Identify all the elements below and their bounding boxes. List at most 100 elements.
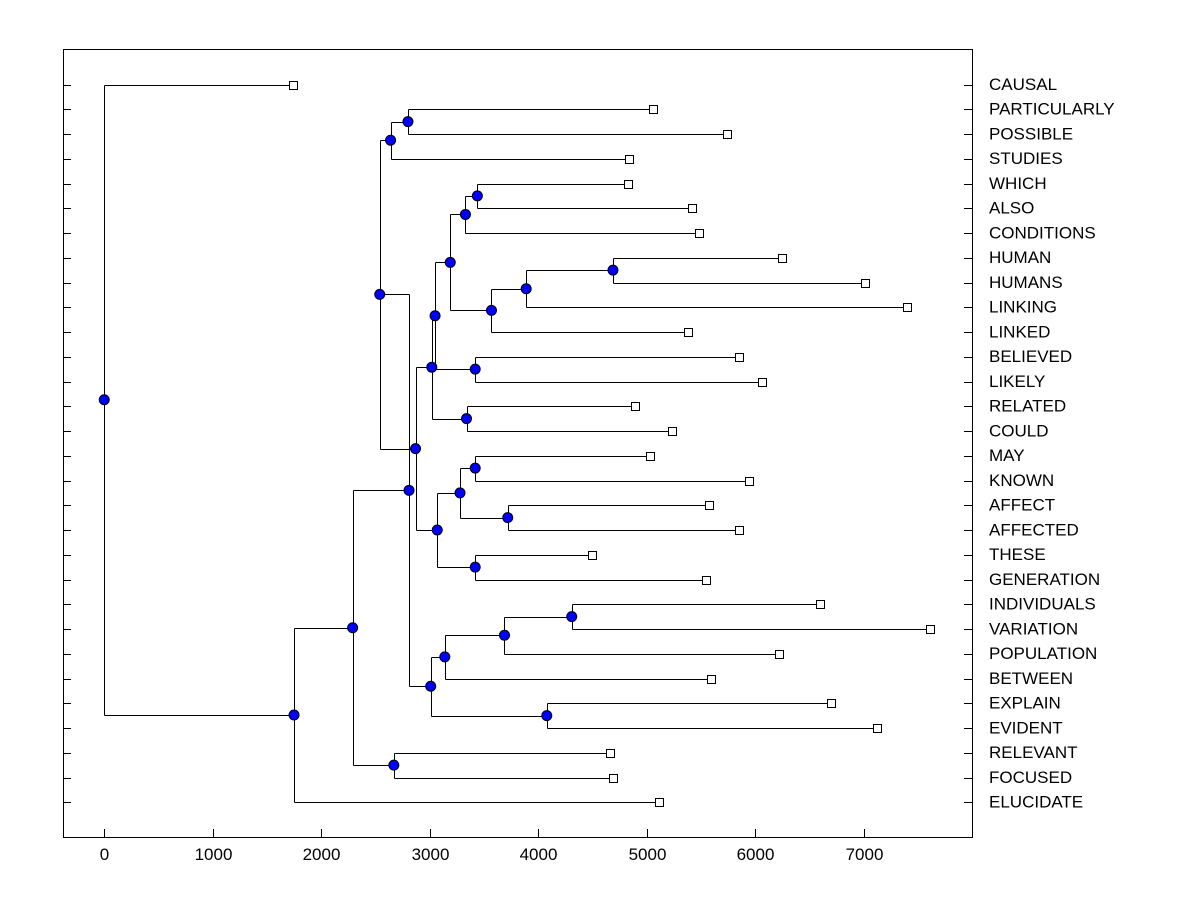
link-group xyxy=(104,85,931,803)
x-tick-label: 6000 xyxy=(737,845,775,864)
x-tick-label: 2000 xyxy=(303,845,341,864)
merge-node-N11 xyxy=(461,413,473,425)
merge-node-N18 xyxy=(410,443,422,455)
merge-node-N24 xyxy=(425,680,437,692)
tick-group xyxy=(63,85,972,837)
leaf-marker-L13 xyxy=(631,402,640,411)
leaf-marker-L17 xyxy=(705,501,714,510)
leaf-label: BELIEVED xyxy=(989,347,1072,366)
merge-node-N25 xyxy=(403,484,415,496)
merge-node-N9 xyxy=(469,363,481,375)
leaf-label: RELEVANT xyxy=(989,743,1078,762)
merge-node-N13 xyxy=(469,462,481,474)
leaf-marker-L20 xyxy=(702,576,711,585)
leaf-marker-L15 xyxy=(646,452,655,461)
leaf-label: EXPLAIN xyxy=(989,694,1061,713)
merge-node-N29 xyxy=(98,394,110,406)
leaf-label: WHICH xyxy=(989,174,1047,193)
leaf-marker-L14 xyxy=(668,427,677,436)
leaf-marker-L23 xyxy=(775,650,784,659)
x-tick-label: 0 xyxy=(100,845,109,864)
leaf-marker-L27 xyxy=(606,749,615,758)
leaf-marker-L4 xyxy=(624,180,633,189)
leaf-label: ELUCIDATE xyxy=(989,793,1083,812)
merge-node-N22 xyxy=(439,651,451,663)
merge-node-N26 xyxy=(388,759,400,771)
leaf-label: ALSO xyxy=(989,199,1034,218)
leaf-label: INDIVIDUALS xyxy=(989,595,1096,614)
leaf-label: VARIATION xyxy=(989,619,1078,638)
merge-node-N21 xyxy=(498,629,510,641)
merge-node-N28 xyxy=(288,709,300,721)
label-group: 0 1000 2000 3000 4000 5000 6000 7000 CAUSAL PARTI… xyxy=(100,75,1115,864)
leaf-label: AFFECT xyxy=(989,496,1055,515)
leaf-marker-L12 xyxy=(758,378,767,387)
leaf-marker-L28 xyxy=(609,774,618,783)
leaf-label: COULD xyxy=(989,421,1049,440)
merge-node-N8 xyxy=(444,256,456,268)
leaf-marker-L24 xyxy=(707,675,716,684)
leaf-label: KNOWN xyxy=(989,471,1054,490)
leaf-marker-L7 xyxy=(778,254,787,263)
leaf-label: GENERATION xyxy=(989,570,1100,589)
merge-node-N16 xyxy=(469,561,481,573)
x-tick-label: 7000 xyxy=(846,845,884,864)
leaf-label: STUDIES xyxy=(989,149,1063,168)
leaf-label: HUMANS xyxy=(989,273,1063,292)
leaf-marker-L0 xyxy=(289,81,298,90)
leaf-marker-L25 xyxy=(827,699,836,708)
leaf-label: CAUSAL xyxy=(989,75,1057,94)
plot-frame xyxy=(63,49,973,838)
leaf-marker-L19 xyxy=(588,551,597,560)
leaf-label: POPULATION xyxy=(989,644,1097,663)
leaf-label: LINKING xyxy=(989,298,1057,317)
merge-node-N23 xyxy=(541,710,553,722)
leaf-marker-L21 xyxy=(816,600,825,609)
leaf-marker-L22 xyxy=(926,625,935,634)
merge-node-N4 xyxy=(459,208,471,220)
leaf-marker-L29 xyxy=(655,798,664,807)
leaf-label: LIKELY xyxy=(989,372,1045,391)
leaf-label: BETWEEN xyxy=(989,669,1073,688)
leaf-marker-L3 xyxy=(625,155,634,164)
leaf-marker-L10 xyxy=(684,328,693,337)
leaf-marker-L8 xyxy=(861,279,870,288)
leaf-marker-L5 xyxy=(688,204,697,213)
leaf-marker-L18 xyxy=(735,526,744,535)
x-tick-label: 5000 xyxy=(629,845,667,864)
merge-node-N6 xyxy=(520,283,532,295)
leaf-marker-L6 xyxy=(695,229,704,238)
merge-node-N10 xyxy=(429,310,441,322)
leaf-label: PARTICULARLY xyxy=(989,100,1115,119)
leaf-label: RELATED xyxy=(989,397,1066,416)
merge-node-N5 xyxy=(607,264,619,276)
leaf-label: FOCUSED xyxy=(989,768,1072,787)
leaf-label: POSSIBLE xyxy=(989,124,1073,143)
merge-node-N20 xyxy=(566,611,578,623)
x-tick-label: 1000 xyxy=(195,845,233,864)
merge-node-N12 xyxy=(426,361,438,373)
leaf-label: LINKED xyxy=(989,322,1050,341)
leaf-marker-L26 xyxy=(873,724,882,733)
merge-node-N17 xyxy=(431,524,443,536)
merge-node-N14 xyxy=(502,512,514,524)
mark-group xyxy=(98,81,935,807)
x-tick-label: 4000 xyxy=(520,845,558,864)
leaf-marker-L16 xyxy=(745,477,754,486)
leaf-label: HUMAN xyxy=(989,248,1051,267)
merge-node-N27 xyxy=(347,622,359,634)
leaf-label: EVIDENT xyxy=(989,718,1063,737)
leaf-label: THESE xyxy=(989,545,1046,564)
merge-node-N7 xyxy=(485,304,497,316)
merge-node-N15 xyxy=(454,487,466,499)
merge-node-N1 xyxy=(402,116,414,128)
merge-node-N19 xyxy=(374,288,386,300)
leaf-marker-L11 xyxy=(735,353,744,362)
leaf-label: AFFECTED xyxy=(989,520,1079,539)
leaf-marker-L2 xyxy=(723,130,732,139)
merge-node-N3 xyxy=(471,190,483,202)
x-tick-label: 3000 xyxy=(412,845,450,864)
leaf-marker-L9 xyxy=(903,303,912,312)
leaf-label: MAY xyxy=(989,446,1025,465)
